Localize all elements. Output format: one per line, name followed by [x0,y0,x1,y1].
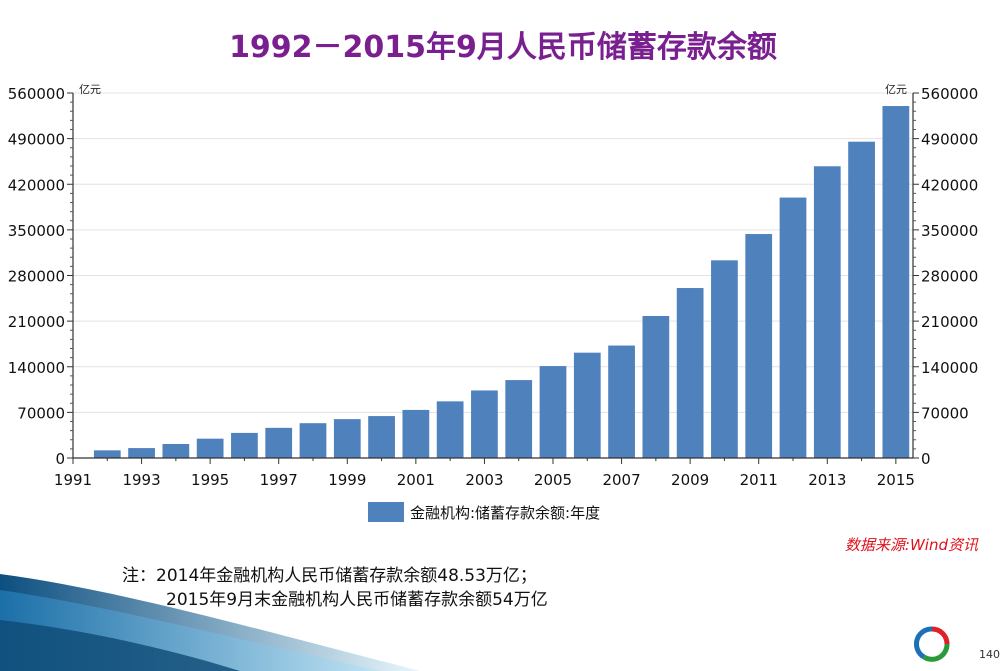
decorative-swoosh [0,574,420,671]
legend-swatch [368,502,404,522]
bar-2008 [642,315,670,458]
bar-2005 [539,366,567,458]
y-tick-label-left: 490000 [8,131,65,149]
bar-2004 [505,380,533,458]
x-tick-label: 1995 [191,471,229,489]
bar-1996 [231,432,258,458]
bar-2011 [745,234,773,458]
grid-lines [73,92,913,413]
bar-2006 [573,352,601,458]
y-tick-label-left: 280000 [8,268,65,286]
logo-icon [914,626,950,662]
bar-1994 [162,443,190,458]
bars [93,106,910,459]
y-tick-label-left: 560000 [8,85,65,103]
y-tick-label-left: 350000 [8,222,65,240]
y-tick-label-right: 210000 [921,313,978,331]
x-tick-label: 1997 [260,471,298,489]
y-tick-label-right: 280000 [921,268,978,286]
y-tick-label-left: 140000 [8,359,65,377]
y-tick-label-left: 70000 [17,404,65,422]
chart-title: 1992－2015年9月人民币储蓄存款余额 [229,30,777,65]
bar-2009 [676,288,704,458]
bar-chart: 0 70000 140000 210000 280000 350000 420000 4900… [8,83,978,522]
bar-2002 [436,401,464,458]
footnote-line-1: 注：2014年金融机构人民币储蓄存款余额48.53万亿； [122,566,537,586]
bar-1992 [93,450,121,458]
y-unit-right: 亿元 [885,83,907,96]
y-unit-left: 亿元 [79,83,101,96]
x-tick-label: 1991 [54,471,92,489]
bar-1997 [265,427,293,458]
bar-1998 [299,423,327,458]
x-tick-label: 2001 [397,471,435,489]
page-number: 140 [979,648,1000,661]
bar-1993 [128,448,155,458]
x-tick-label: 1993 [122,471,160,489]
footnote-line-2: 2015年9月末金融机构人民币储蓄存款余额54万亿 [166,590,548,610]
x-tick-label: 1999 [328,471,366,489]
bar-2012 [779,197,807,458]
x-tick-label: 2007 [602,471,640,489]
legend: 金融机构:储蓄存款余额:年度 [368,502,600,522]
x-tick-label: 2003 [465,471,503,489]
left-y-axis: 0 70000 140000 210000 280000 350000 420000 4900… [8,85,73,468]
x-tick-label: 2011 [740,471,778,489]
bar-2000 [368,416,395,458]
bar-2003 [471,390,498,458]
y-tick-label-right: 70000 [921,404,969,422]
footnote: 注：2014年金融机构人民币储蓄存款余额48.53万亿； 2015年9月末金融机… [122,564,548,612]
data-source: 数据来源:Wind资讯 [844,536,978,554]
bar-2007 [608,345,635,458]
bar-1995 [196,438,224,458]
bar-2010 [711,260,738,458]
y-tick-label-right: 350000 [921,222,978,240]
bar-2014 [848,141,875,458]
y-tick-label-left: 0 [55,450,65,468]
legend-label: 金融机构:储蓄存款余额:年度 [410,504,600,522]
x-tick-label: 2005 [534,471,572,489]
x-tick-label: 2009 [671,471,709,489]
y-tick-label-right: 490000 [921,131,978,149]
bar-2001 [402,409,430,458]
bar-2013 [813,166,841,458]
y-tick-label-right: 140000 [921,359,978,377]
bar-2015 [882,106,910,459]
bar-1999 [333,419,361,458]
y-tick-label-right: 420000 [921,176,978,194]
y-tick-label-right: 0 [921,450,931,468]
y-tick-label-right: 560000 [921,85,978,103]
x-tick-label: 2015 [877,471,915,489]
x-axis: 1991 1993 1995 1997 1999 2001 2003 2005 2007 2009… [54,458,915,489]
right-y-axis: 0 70000 140000 210000 280000 350000 420000 4900… [913,85,978,468]
y-tick-label-left: 210000 [8,313,65,331]
y-tick-label-left: 420000 [8,176,65,194]
x-tick-label: 2013 [808,471,846,489]
